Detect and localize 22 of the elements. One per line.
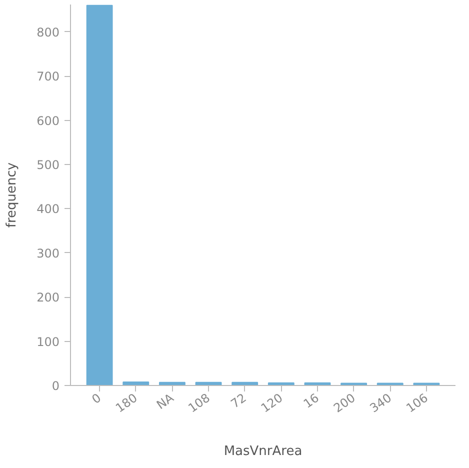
x-tick-label: 16 — [300, 390, 322, 411]
x-tick-label: 106 — [404, 390, 430, 416]
x-tick-label: 72 — [228, 390, 249, 411]
y-tick-label: 300 — [36, 246, 60, 260]
y-tick-label: 200 — [36, 290, 60, 305]
x-tick-label: 108 — [186, 390, 213, 416]
y-tick-label: 0 — [52, 379, 60, 393]
y-tick-label: 600 — [36, 114, 60, 128]
y-tick-label: 400 — [36, 202, 60, 216]
x-tick-label: 0 — [89, 390, 104, 407]
x-tick-label: 200 — [331, 390, 358, 416]
x-axis-title: MasVnrArea — [224, 444, 302, 460]
y-tick-label: 100 — [36, 334, 60, 349]
y-axis-title: frequency — [4, 162, 20, 228]
x-tick-label: 120 — [258, 390, 286, 416]
y-tick-label: 700 — [36, 70, 60, 84]
y-tick-label: 800 — [36, 25, 60, 40]
x-tick-label: 340 — [367, 390, 394, 416]
y-tick-label: 500 — [36, 158, 60, 172]
bar — [86, 4, 113, 386]
x-tick-label: 180 — [113, 390, 140, 416]
x-tick-label: NA — [154, 390, 177, 412]
